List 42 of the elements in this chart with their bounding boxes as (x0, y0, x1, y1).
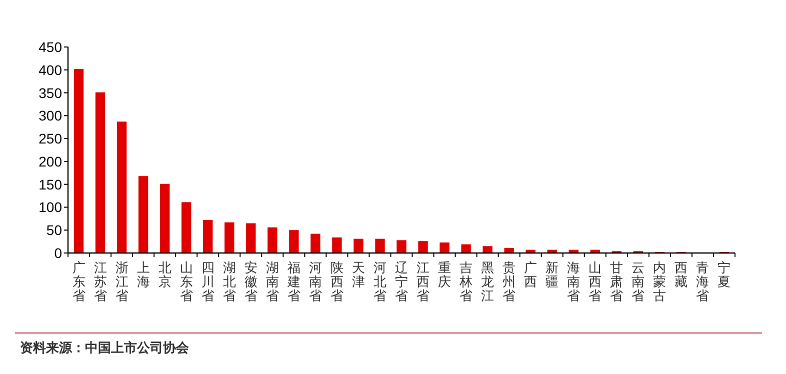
y-tick-label: 150 (38, 176, 62, 192)
x-tick-label: 浙江省 (115, 260, 128, 303)
x-tick-label: 广西 (524, 260, 538, 289)
y-tick-label: 400 (38, 62, 62, 78)
x-tick-label: 山东省 (180, 260, 193, 303)
y-tick-label: 50 (46, 222, 62, 238)
x-tick-label: 宁夏 (718, 260, 731, 289)
x-tick-label: 四川省 (201, 260, 214, 303)
x-tick-label: 陕西省 (330, 260, 344, 303)
x-tick-label: 河北省 (373, 260, 386, 303)
x-tick-label: 云南省 (632, 260, 645, 303)
x-tick-label: 江苏省 (94, 260, 107, 303)
x-tick-label: 内蒙古 (653, 260, 666, 303)
x-tick-label: 山西省 (588, 260, 602, 303)
x-tick-label: 青海省 (696, 260, 710, 303)
x-tick-label: 重庆 (438, 260, 452, 289)
y-tick-label: 0 (54, 245, 62, 261)
text: 资料来源：中国上市公司协会 (20, 340, 190, 355)
y-tick-label: 100 (38, 199, 62, 216)
x-tick-label: 安徽省 (244, 260, 258, 303)
x-tick-label: 黑龙江 (481, 260, 494, 303)
x-tick-label: 海南省 (567, 260, 580, 303)
x-tick-label: 吉林省 (458, 260, 473, 303)
x-tick-label: 贵州省 (502, 260, 516, 303)
x-tick-label: 甘肃省 (610, 260, 624, 303)
x-tick-label: 西藏 (674, 260, 688, 289)
y-tick-label: 300 (38, 108, 62, 124)
x-tick-label: 上海 (136, 260, 150, 289)
x-tick-label: 北京 (158, 260, 172, 289)
x-tick-label: 新疆 (546, 260, 559, 289)
x-tick-label: 福建省 (286, 260, 300, 303)
x-tick-label: 天津 (352, 260, 365, 289)
y-tick-label: 350 (38, 84, 62, 101)
x-tick-label: 辽宁省 (395, 260, 408, 303)
y-tick-label: 450 (38, 39, 62, 55)
y-tick-label: 200 (38, 153, 62, 170)
x-tick-label: 河南省 (308, 260, 322, 303)
x-tick-label: 湖北省 (222, 260, 236, 303)
x-tick-label: 湖南省 (266, 260, 279, 303)
x-tick-label: 江西省 (416, 260, 430, 303)
y-tick-label: 250 (38, 130, 62, 147)
x-tick-label: 广东省 (72, 260, 86, 303)
